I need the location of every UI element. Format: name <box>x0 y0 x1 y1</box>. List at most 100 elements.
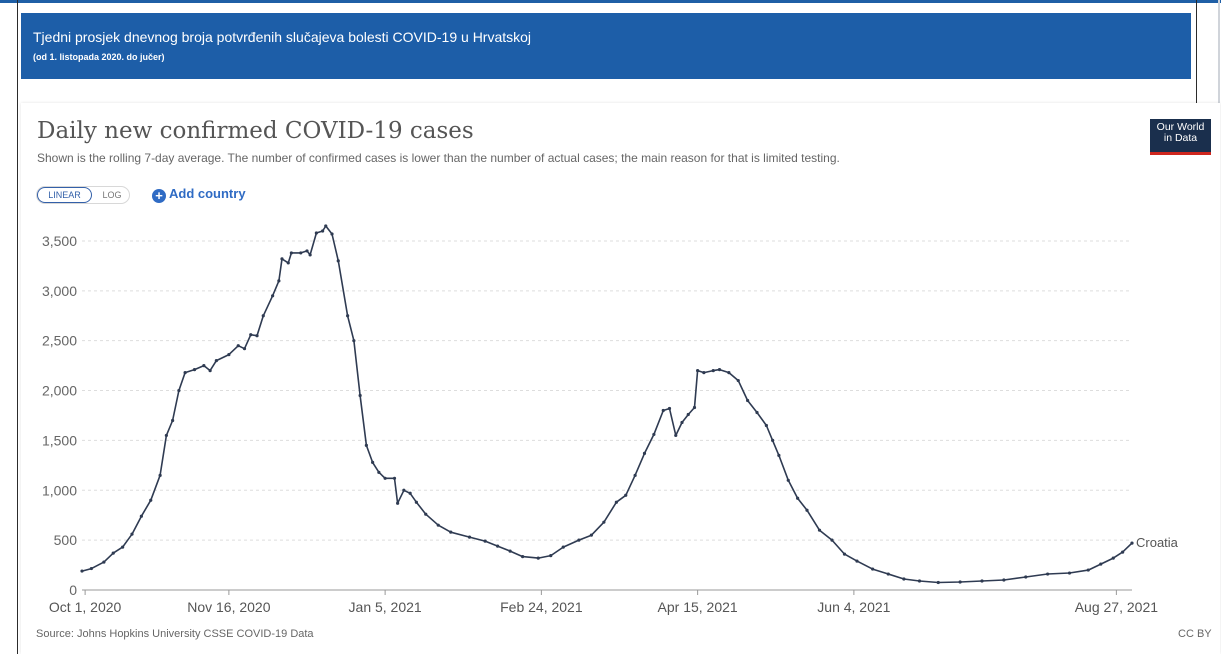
data-point <box>111 551 115 555</box>
series-line <box>81 225 1133 584</box>
data-point <box>577 538 581 542</box>
data-point <box>449 530 453 534</box>
data-point <box>536 556 540 560</box>
y-tick-label: 1,500 <box>42 432 77 448</box>
add-country-button[interactable]: + Add country <box>152 186 246 204</box>
data-point <box>786 478 790 482</box>
x-tick-label: Jan 5, 2021 <box>349 599 422 615</box>
x-tick-label: Oct 1, 2020 <box>49 599 122 615</box>
data-point <box>686 412 690 417</box>
data-point <box>424 512 428 516</box>
data-point <box>717 368 722 372</box>
data-point <box>149 498 153 502</box>
logo-line-2: in Data <box>1163 132 1198 144</box>
source-note: Source: Johns Hopkins University CSSE CO… <box>36 628 314 640</box>
data-point <box>661 408 665 413</box>
data-point <box>561 545 565 549</box>
license-link[interactable]: CC BY <box>1178 628 1212 640</box>
data-point <box>164 433 168 438</box>
data-point <box>392 476 397 480</box>
data-point <box>917 579 922 583</box>
data-point <box>680 420 684 425</box>
data-point <box>902 577 906 581</box>
data-point <box>711 369 715 373</box>
data-point <box>321 229 325 233</box>
data-point <box>508 549 512 553</box>
data-point <box>80 569 84 573</box>
data-point <box>324 224 328 228</box>
data-point <box>383 476 387 480</box>
data-point <box>830 538 834 542</box>
data-point <box>886 572 890 576</box>
data-point <box>192 368 197 372</box>
chart-subtitle: Shown is the rolling 7-day average. The … <box>37 151 840 165</box>
linear-toggle-button[interactable]: LINEAR <box>37 187 92 203</box>
data-point <box>483 539 487 543</box>
add-country-label: Add country <box>169 186 246 201</box>
data-point <box>255 334 259 338</box>
owid-logo[interactable]: Our World in Data <box>1150 119 1211 155</box>
log-toggle-button[interactable]: LOG <box>102 190 122 200</box>
chart-title: Daily new confirmed COVID-19 cases <box>37 118 474 144</box>
data-point <box>602 520 606 524</box>
data-point <box>280 257 284 261</box>
data-point <box>158 473 162 477</box>
data-point <box>177 388 181 393</box>
data-point <box>817 528 822 532</box>
x-tick-label: Feb 24, 2021 <box>500 599 583 615</box>
data-point <box>277 279 281 283</box>
data-point <box>871 567 875 571</box>
data-point <box>1046 572 1050 576</box>
x-tick-label: Jun 4, 2021 <box>817 599 890 615</box>
data-point <box>202 364 206 368</box>
series-labels: Croatia <box>1136 535 1179 550</box>
data-point <box>696 369 700 373</box>
logo-accent-bar <box>1150 152 1211 155</box>
gridlines <box>82 240 1132 591</box>
data-point <box>271 294 275 298</box>
y-tick-label: 500 <box>54 532 78 548</box>
data-point <box>777 453 781 457</box>
data-point <box>171 418 175 423</box>
data-point <box>1130 541 1134 545</box>
data-point <box>414 500 418 504</box>
data-point <box>346 314 350 318</box>
data-point <box>314 231 318 235</box>
data-point <box>980 579 984 583</box>
data-point <box>214 359 218 363</box>
y-tick-label: 0 <box>69 582 77 598</box>
data-point <box>208 369 212 373</box>
data-point <box>242 347 247 351</box>
data-point <box>130 532 134 536</box>
scale-toggle: LINEAR LOG <box>36 186 130 204</box>
data-point <box>674 433 678 438</box>
data-point <box>336 259 340 263</box>
data-point <box>736 378 740 383</box>
y-tick-label: 3,000 <box>42 283 77 299</box>
data-point <box>183 370 187 375</box>
y-tick-label: 3,500 <box>42 233 77 249</box>
data-point <box>227 353 231 357</box>
chart-card <box>21 103 1220 654</box>
data-point <box>286 261 290 265</box>
data-point <box>1086 568 1090 572</box>
series-croatia <box>80 224 1134 585</box>
data-point <box>408 491 412 495</box>
data-point <box>771 438 775 443</box>
data-point <box>305 249 309 253</box>
data-point <box>289 251 293 255</box>
data-point <box>667 406 672 411</box>
data-point <box>589 533 593 537</box>
logo-line-1: Our World <box>1156 121 1205 133</box>
data-point <box>796 496 800 500</box>
header-subtitle: (od 1. listopada 2020. do jučer) <box>33 52 165 62</box>
data-point <box>692 405 697 410</box>
data-point <box>842 552 847 556</box>
series-label-croatia: Croatia <box>1136 535 1179 550</box>
data-point <box>89 566 93 571</box>
data-point <box>549 553 553 558</box>
right-border <box>1196 0 1197 103</box>
data-point <box>936 580 940 585</box>
y-tick-label: 2,500 <box>42 333 77 349</box>
